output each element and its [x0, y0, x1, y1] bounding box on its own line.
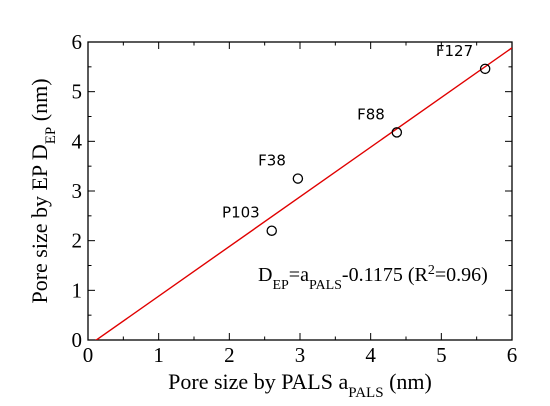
- x-tick-label: 2: [224, 343, 235, 367]
- plot-frame: [87, 41, 513, 341]
- axis-ticks: [87, 41, 513, 341]
- x-axis-title: Pore size by PALS aPALS (nm): [168, 369, 432, 401]
- y-tick-label: 0: [72, 328, 83, 352]
- data-point: [391, 127, 403, 138]
- fit-line: [95, 47, 512, 340]
- data-point-label: F88: [357, 105, 385, 123]
- data-point-label: F127: [436, 42, 473, 60]
- data-point: [292, 173, 304, 184]
- y-tick-label: 6: [72, 30, 83, 54]
- y-tick-label: 4: [72, 129, 83, 153]
- y-tick-label: 1: [72, 278, 83, 302]
- x-tick-label: 6: [507, 343, 518, 367]
- data-markers: [266, 63, 491, 236]
- x-tick-label: 0: [83, 343, 94, 367]
- data-point: [266, 225, 277, 236]
- y-tick-label: 3: [72, 179, 83, 203]
- fit-equation: DEP=aPALS-0.1175 (R2=0.96): [258, 263, 488, 293]
- data-point-label: P103: [222, 204, 260, 222]
- x-tick-label: 5: [436, 343, 447, 367]
- x-tick-label: 3: [295, 343, 306, 367]
- y-tick-label: 2: [72, 229, 83, 253]
- x-tick-label: 4: [365, 343, 376, 367]
- axis-tick-labels: 0 1 2 3 4 5 6 0 1 2 3 4 5 6: [72, 30, 518, 367]
- data-point-label: F38: [258, 152, 286, 170]
- y-axis-title: Pore size by EP DEP (nm): [27, 78, 59, 303]
- y-tick-label: 5: [72, 80, 83, 104]
- x-tick-label: 1: [153, 343, 164, 367]
- point-labels: P103 F38 F88 F127: [222, 42, 473, 222]
- data-point: [479, 63, 491, 75]
